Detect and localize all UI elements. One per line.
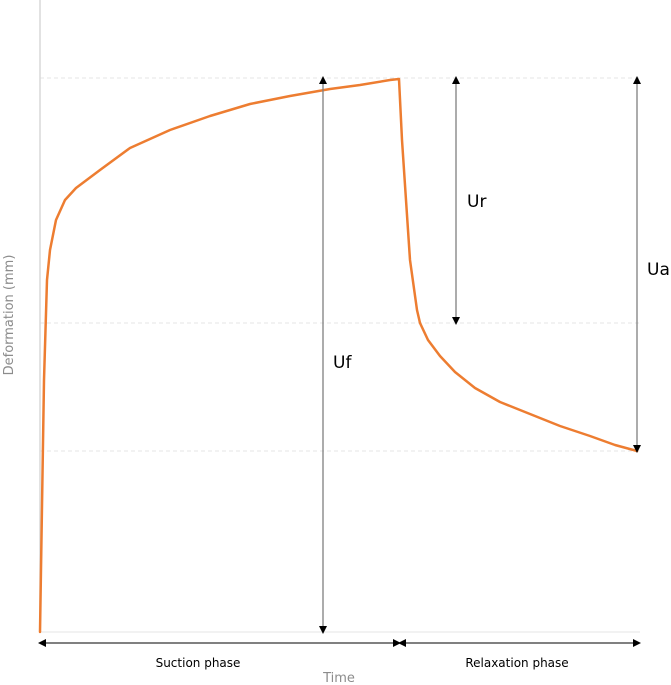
ur-label: Ur: [467, 192, 486, 212]
ua-label: Ua: [647, 260, 670, 280]
relaxation-phase-label: Relaxation phase: [465, 656, 568, 670]
suction-phase-label: Suction phase: [156, 656, 241, 670]
x-axis-title: Time: [322, 671, 355, 685]
gridlines: [40, 77, 640, 452]
uf-label: Uf: [333, 353, 352, 373]
deformation-curve: [38, 77, 639, 634]
y-axis-title: Deformation (mm): [2, 255, 17, 376]
